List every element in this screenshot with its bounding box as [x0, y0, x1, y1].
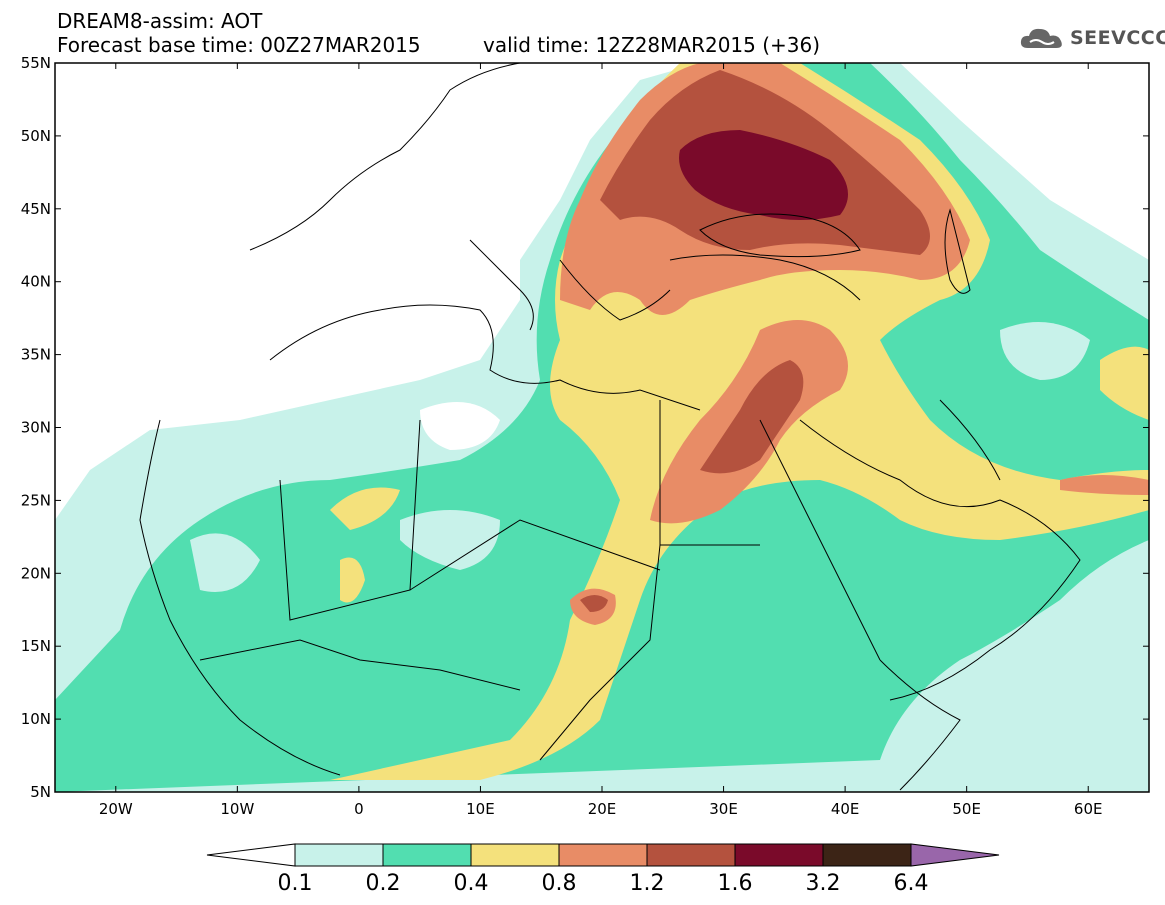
colorbar-swatch: [470, 843, 560, 867]
aot-contour-1-6: [679, 130, 848, 220]
lat-tick-label: 35N: [21, 346, 51, 364]
latitude-axis: 55N 50N 45N 40N 35N 30N 25N 20N 15N 10N 5N: [21, 54, 1149, 801]
coastline-europe: [249, 63, 521, 251]
chart-title: DREAM8-assim: AOT: [57, 9, 263, 33]
coastline-turkey: [669, 254, 861, 301]
coastlines: [139, 63, 1081, 791]
colorbar-label: 1.6: [718, 871, 753, 896]
lat-tick-label: 45N: [21, 200, 51, 218]
lon-tick-label: 10W: [220, 800, 254, 818]
coastline-horn: [879, 659, 961, 791]
colorbar: 0.1 0.2 0.4 0.8 1.2 1.6 3.2 6.4: [206, 843, 1000, 896]
lat-tick-label: 15N: [21, 637, 51, 655]
colorbar-label: 6.4: [894, 871, 929, 896]
colorbar-label: 3.2: [806, 871, 841, 896]
coastline-north-africa: [269, 304, 701, 411]
border-line: [199, 639, 521, 691]
lat-tick-label: 40N: [21, 273, 51, 291]
colorbar-swatch: [822, 843, 912, 867]
border-line: [279, 419, 421, 621]
longitude-axis: 20W 10W 0 10E 20E 30E 40E 50E 60E: [99, 63, 1103, 818]
coastline-caspian: [944, 208, 971, 294]
lat-tick-label: 25N: [21, 491, 51, 509]
cloud-icon: [1020, 28, 1062, 48]
coastline-arabia: [799, 419, 1081, 701]
lon-tick-label: 0: [354, 800, 364, 818]
coastline-red-sea: [759, 419, 881, 661]
aot-field: [55, 63, 1149, 792]
lat-tick-label: 10N: [21, 710, 51, 728]
colorbar-label: 0.8: [542, 871, 577, 896]
lon-tick-label: 30E: [709, 800, 738, 818]
colorbar-arrow-low: [206, 843, 296, 867]
colorbar-swatch: [646, 843, 736, 867]
forecast-base-time: Forecast base time: 00Z27MAR2015: [57, 33, 421, 57]
colorbar-label: 1.2: [630, 871, 665, 896]
coastline-west-africa: [139, 419, 341, 776]
coastline-italy: [469, 239, 534, 331]
colorbar-label: 0.4: [454, 871, 489, 896]
lat-tick-label: 20N: [21, 564, 51, 582]
lat-tick-label: 55N: [21, 54, 51, 72]
colorbar-swatch: [558, 843, 648, 867]
colorbar-label: 0.2: [366, 871, 401, 896]
coastline-greece: [559, 259, 671, 321]
colorbar-swatch: [382, 843, 472, 867]
colorbar-label: 0.1: [278, 871, 313, 896]
lat-tick-label: 5N: [30, 783, 51, 801]
lat-tick-label: 30N: [21, 419, 51, 437]
lon-tick-label: 20E: [588, 800, 617, 818]
colorbar-swatch: [734, 843, 824, 867]
coastline-black-sea: [699, 213, 861, 258]
lat-tick-label: 50N: [21, 127, 51, 145]
coastline-persian-gulf: [939, 399, 1001, 481]
logo-text: SEEVCCC: [1070, 27, 1165, 49]
colorbar-arrow-high: [910, 843, 1000, 867]
colorbar-swatch: [294, 843, 384, 867]
border-line: [409, 519, 661, 591]
border-line: [539, 544, 661, 761]
lon-tick-label: 40E: [831, 800, 860, 818]
lon-tick-label: 20W: [99, 800, 133, 818]
valid-time: valid time: 12Z28MAR2015 (+36): [483, 33, 821, 57]
seevccc-logo: SEEVCCC: [1018, 24, 1165, 52]
lon-tick-label: 50E: [952, 800, 981, 818]
lon-tick-label: 60E: [1074, 800, 1103, 818]
lon-tick-label: 10E: [466, 800, 495, 818]
